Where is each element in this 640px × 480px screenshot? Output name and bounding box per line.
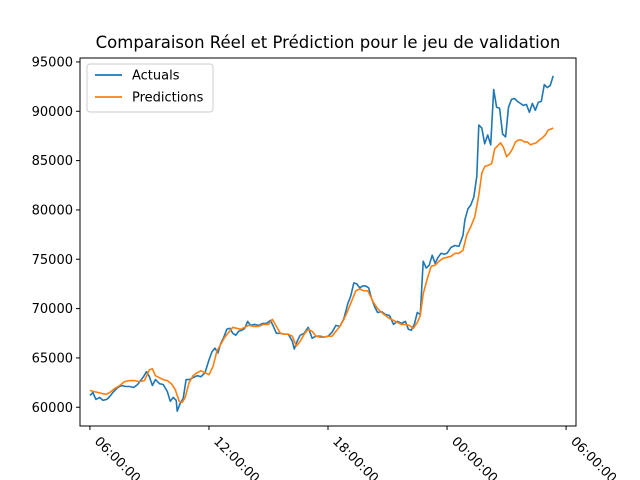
series-line-actuals (89, 75, 554, 412)
y-tick-label: 75000 (32, 253, 73, 268)
legend: Actuals Predictions (86, 63, 214, 113)
y-tick-label: 80000 (32, 203, 73, 218)
legend-label-predictions: Predictions (132, 91, 204, 106)
legend-label-actuals: Actuals (132, 69, 180, 84)
y-tick-label: 95000 (32, 55, 73, 70)
y-tick-label: 85000 (32, 154, 73, 169)
y-tick-label: 70000 (32, 302, 73, 317)
chart-title: Comparaison Réel et Prédiction pour le j… (96, 33, 561, 52)
series-layer (89, 75, 554, 412)
series-line-predictions (89, 127, 554, 404)
legend-box (86, 63, 214, 113)
y-tick-label: 60000 (32, 401, 73, 416)
y-axis: 60000 65000 70000 75000 80000 85000 90000 95000 (32, 55, 80, 416)
y-tick-label: 65000 (32, 351, 73, 366)
y-tick-label: 90000 (32, 105, 73, 120)
